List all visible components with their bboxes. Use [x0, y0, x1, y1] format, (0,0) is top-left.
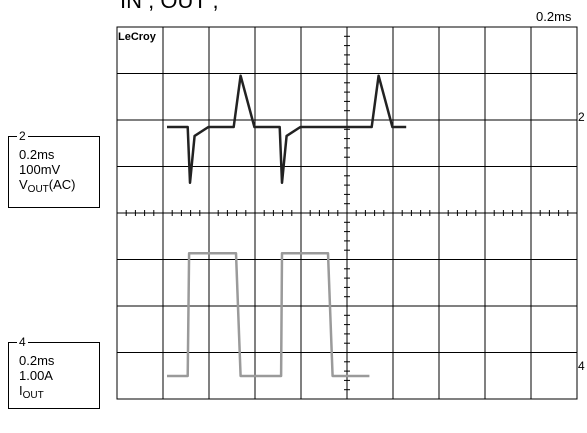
trace-vout-ac	[167, 74, 407, 185]
ch4-signal-label: IOUT	[19, 383, 44, 401]
ch4-amps-per-div: 1.00A	[19, 368, 53, 383]
timebase-readout: 0.2ms	[536, 9, 572, 24]
ch4-number: 4	[17, 335, 28, 350]
scope-traces	[167, 74, 407, 378]
ch2-volts-per-div: 100mV	[19, 162, 61, 177]
ch2-right-marker: 2	[578, 110, 585, 124]
ch2-number: 2	[17, 129, 28, 144]
header-cut-title: IN , OUT ,	[120, 0, 219, 13]
ch2-signal-label: VOUT(AC)	[19, 177, 76, 195]
ch2-time-per-div: 0.2ms	[19, 147, 55, 162]
ch4-right-marker: 4	[578, 359, 585, 373]
scope-grid	[116, 26, 578, 400]
ch4-time-per-div: 0.2ms	[19, 353, 55, 368]
brand-logo: LeCroy	[118, 31, 157, 43]
ch4-info-box: 4 0.2ms 1.00A IOUT	[8, 335, 100, 409]
ch2-info-box: 2 0.2ms 100mV VOUT(AC)	[8, 129, 100, 208]
trace-iout	[167, 251, 370, 378]
